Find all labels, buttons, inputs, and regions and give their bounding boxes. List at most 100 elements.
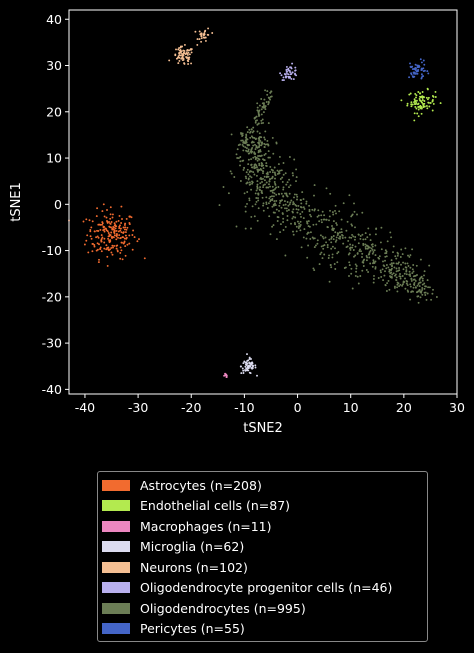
data-point <box>111 213 114 216</box>
data-point <box>108 233 111 236</box>
series-5 <box>279 62 298 82</box>
data-point <box>266 207 269 209</box>
data-point <box>416 66 419 69</box>
data-point <box>416 112 419 115</box>
data-point <box>279 223 282 226</box>
data-point <box>361 211 364 214</box>
data-point <box>103 247 106 250</box>
data-point <box>404 277 406 280</box>
data-point <box>284 172 287 175</box>
data-point <box>409 298 412 301</box>
data-point <box>415 99 418 102</box>
data-point <box>417 295 420 298</box>
data-point <box>288 186 290 189</box>
data-point <box>397 282 400 285</box>
data-point <box>405 282 408 285</box>
data-point <box>101 210 104 213</box>
data-point <box>261 118 264 121</box>
data-point <box>262 184 265 187</box>
data-point <box>313 269 316 272</box>
legend-swatch <box>102 602 130 614</box>
data-point <box>417 115 420 118</box>
x-tick-label: -40 <box>75 400 95 415</box>
data-point <box>421 293 424 296</box>
data-point <box>262 209 265 212</box>
data-point <box>380 275 383 278</box>
data-point <box>368 233 371 236</box>
data-point <box>105 244 108 247</box>
data-point <box>253 215 256 218</box>
data-point <box>194 30 197 33</box>
data-point <box>335 222 338 225</box>
data-point <box>290 77 293 80</box>
data-point <box>256 102 259 105</box>
data-point <box>250 149 253 152</box>
data-point <box>117 219 120 222</box>
data-point <box>367 271 370 273</box>
data-point <box>365 269 368 271</box>
data-point <box>410 103 413 106</box>
data-point <box>252 171 255 174</box>
data-point <box>379 269 382 272</box>
data-point <box>246 369 248 372</box>
data-point <box>306 256 309 259</box>
data-point <box>177 62 180 65</box>
data-point <box>329 192 332 195</box>
data-point <box>257 197 259 200</box>
data-point <box>178 49 181 52</box>
data-point <box>426 279 429 282</box>
data-point <box>284 192 286 195</box>
data-point <box>405 266 408 269</box>
data-point <box>355 265 358 267</box>
data-point <box>419 107 422 109</box>
data-point <box>198 38 201 41</box>
data-point <box>239 143 241 146</box>
data-point <box>364 243 367 246</box>
data-point <box>390 262 393 265</box>
legend-swatch <box>102 500 130 511</box>
data-point <box>114 227 117 230</box>
data-point <box>271 191 274 194</box>
data-point <box>404 262 407 265</box>
data-point <box>262 111 265 114</box>
data-point <box>399 273 401 275</box>
data-point <box>119 224 121 227</box>
data-point <box>418 285 421 288</box>
data-point <box>183 62 186 65</box>
data-point <box>85 239 88 242</box>
data-point <box>252 126 255 129</box>
data-point <box>293 193 296 196</box>
data-point <box>301 191 304 194</box>
data-point <box>353 255 355 258</box>
data-point <box>124 245 127 248</box>
data-point <box>419 258 422 261</box>
data-point <box>250 188 253 191</box>
data-point <box>290 222 292 225</box>
data-point <box>267 122 270 125</box>
data-point <box>389 269 392 271</box>
y-tick-label: -20 <box>42 289 62 304</box>
data-point <box>243 167 246 169</box>
data-point <box>410 66 413 69</box>
x-tick-label: 0 <box>294 400 302 415</box>
data-point <box>257 199 260 202</box>
data-point <box>111 216 114 219</box>
data-point <box>268 215 271 218</box>
data-point <box>328 215 331 218</box>
data-point <box>225 374 228 377</box>
data-point <box>351 244 354 247</box>
data-point <box>271 175 274 178</box>
data-point <box>387 266 390 269</box>
data-point <box>254 366 257 369</box>
data-point <box>90 237 93 240</box>
data-point <box>372 278 375 280</box>
data-point <box>277 216 280 219</box>
data-point <box>342 242 345 245</box>
data-point <box>290 67 293 70</box>
data-point <box>257 155 260 157</box>
data-point <box>346 220 349 223</box>
data-point <box>326 246 329 249</box>
data-point <box>249 136 252 139</box>
data-point <box>258 158 261 161</box>
data-point <box>109 240 112 243</box>
